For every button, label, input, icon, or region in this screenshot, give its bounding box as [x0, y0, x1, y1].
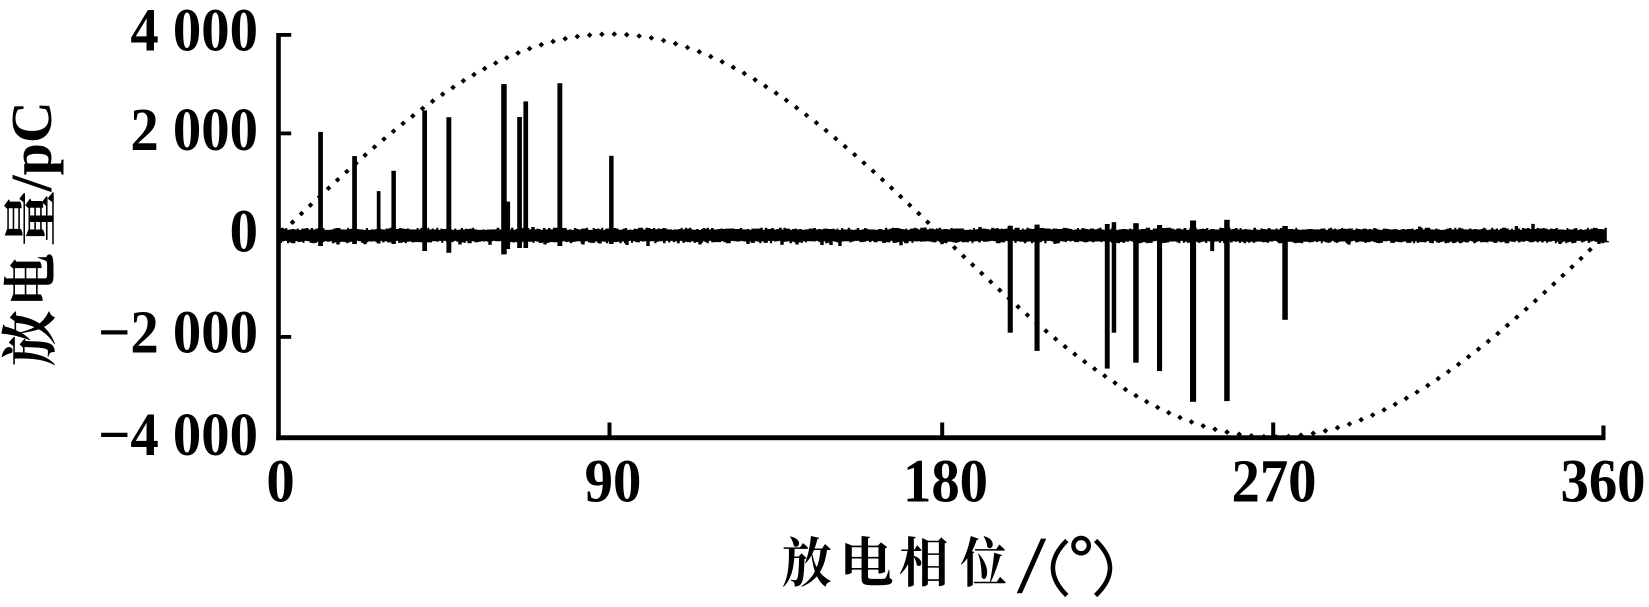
svg-text:−2 000: −2 000 — [98, 299, 258, 366]
svg-text:0: 0 — [266, 447, 294, 514]
svg-text:180: 180 — [903, 447, 988, 514]
svg-text:/pC: /pC — [0, 101, 64, 192]
svg-text:4 000: 4 000 — [130, 0, 258, 64]
svg-text:−4 000: −4 000 — [98, 401, 258, 468]
svg-text:90: 90 — [585, 447, 642, 514]
svg-text:0: 0 — [230, 198, 258, 265]
svg-text:270: 270 — [1231, 447, 1316, 514]
svg-text:2 000: 2 000 — [130, 96, 258, 163]
svg-text:360: 360 — [1560, 447, 1645, 514]
